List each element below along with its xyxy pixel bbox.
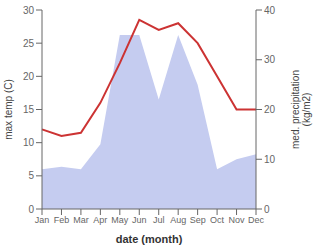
svg-text:May: May xyxy=(111,215,129,225)
svg-text:date (month): date (month) xyxy=(116,233,183,245)
svg-text:Mar: Mar xyxy=(73,215,89,225)
svg-text:Sep: Sep xyxy=(190,215,206,225)
svg-text:max temp (C): max temp (C) xyxy=(3,79,14,140)
svg-text:Jan: Jan xyxy=(35,215,50,225)
svg-text:5: 5 xyxy=(28,170,34,181)
svg-text:10: 10 xyxy=(23,137,35,148)
svg-text:20: 20 xyxy=(264,104,276,115)
svg-text:med. precipitation(kg/m2): med. precipitation(kg/m2) xyxy=(290,70,312,149)
svg-text:0: 0 xyxy=(28,204,34,215)
svg-text:20: 20 xyxy=(23,71,35,82)
svg-text:Apr: Apr xyxy=(93,215,107,225)
svg-text:10: 10 xyxy=(264,154,276,165)
svg-text:30: 30 xyxy=(23,5,35,16)
svg-text:0: 0 xyxy=(264,204,270,215)
svg-text:25: 25 xyxy=(23,38,35,49)
svg-text:15: 15 xyxy=(23,104,35,115)
svg-text:Aug: Aug xyxy=(170,215,186,225)
svg-text:Jul: Jul xyxy=(153,215,165,225)
svg-text:40: 40 xyxy=(264,5,276,16)
svg-text:Dec: Dec xyxy=(248,215,265,225)
svg-text:Nov: Nov xyxy=(229,215,246,225)
svg-text:30: 30 xyxy=(264,54,276,65)
svg-text:Jun: Jun xyxy=(132,215,147,225)
svg-text:Feb: Feb xyxy=(54,215,70,225)
svg-text:Oct: Oct xyxy=(210,215,225,225)
